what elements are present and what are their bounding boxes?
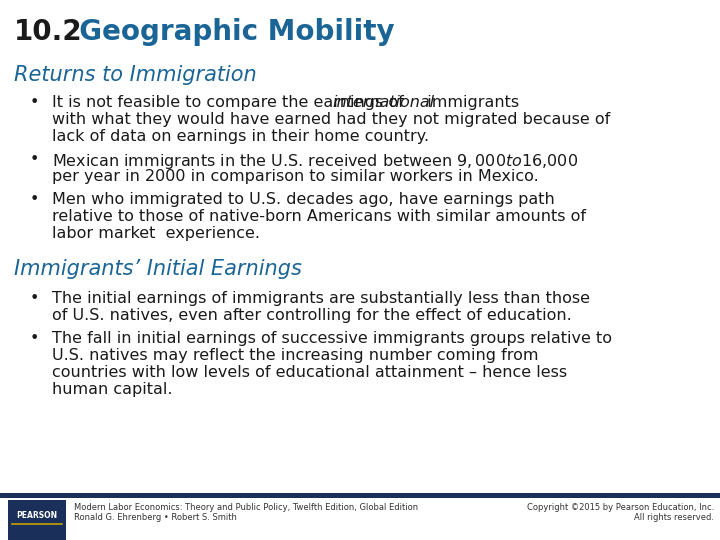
Text: Returns to Immigration: Returns to Immigration — [14, 65, 257, 85]
Text: Immigrants’ Initial Earnings: Immigrants’ Initial Earnings — [14, 259, 302, 279]
Text: Copyright ©2015 by Pearson Education, Inc.: Copyright ©2015 by Pearson Education, In… — [527, 503, 714, 512]
Bar — [0, 493, 720, 498]
Text: Geographic Mobility: Geographic Mobility — [60, 18, 395, 46]
Text: •: • — [30, 331, 40, 346]
Text: of U.S. natives, even after controlling for the effect of education.: of U.S. natives, even after controlling … — [52, 308, 572, 323]
Text: relative to those of native-born Americans with similar amounts of: relative to those of native-born America… — [52, 209, 586, 224]
Text: Mexican immigrants in the U.S. received between $9,000 to $16,000: Mexican immigrants in the U.S. received … — [52, 152, 578, 171]
Text: Men who immigrated to U.S. decades ago, have earnings path: Men who immigrated to U.S. decades ago, … — [52, 192, 554, 207]
Text: human capital.: human capital. — [52, 382, 173, 397]
Text: immigrants: immigrants — [417, 95, 519, 110]
Text: The fall in initial earnings of successive immigrants groups relative to: The fall in initial earnings of successi… — [52, 331, 612, 346]
Text: It is not feasible to compare the earnings of: It is not feasible to compare the earnin… — [52, 95, 409, 110]
Text: Modern Labor Economics: Theory and Public Policy, Twelfth Edition, Global Editio: Modern Labor Economics: Theory and Publi… — [74, 503, 418, 512]
Text: The initial earnings of immigrants are substantially less than those: The initial earnings of immigrants are s… — [52, 291, 590, 306]
Text: •: • — [30, 152, 40, 167]
Text: labor market  experience.: labor market experience. — [52, 226, 260, 241]
Text: per year in 2000 in comparison to similar workers in Mexico.: per year in 2000 in comparison to simila… — [52, 169, 539, 184]
Text: U.S. natives may reflect the increasing number coming from: U.S. natives may reflect the increasing … — [52, 348, 539, 363]
Text: Ronald G. Ehrenberg • Robert S. Smith: Ronald G. Ehrenberg • Robert S. Smith — [74, 513, 237, 522]
Text: countries with low levels of educational attainment – hence less: countries with low levels of educational… — [52, 365, 567, 380]
Text: international: international — [333, 95, 435, 110]
Text: 10.2: 10.2 — [14, 18, 83, 46]
Text: with what they would have earned had they not migrated because of: with what they would have earned had the… — [52, 112, 611, 127]
Text: •: • — [30, 95, 40, 110]
Text: All rights reserved.: All rights reserved. — [634, 513, 714, 522]
Text: PEARSON: PEARSON — [17, 510, 58, 519]
Text: lack of data on earnings in their home country.: lack of data on earnings in their home c… — [52, 129, 429, 144]
Bar — [8, 500, 66, 540]
Text: •: • — [30, 291, 40, 306]
Text: •: • — [30, 192, 40, 207]
